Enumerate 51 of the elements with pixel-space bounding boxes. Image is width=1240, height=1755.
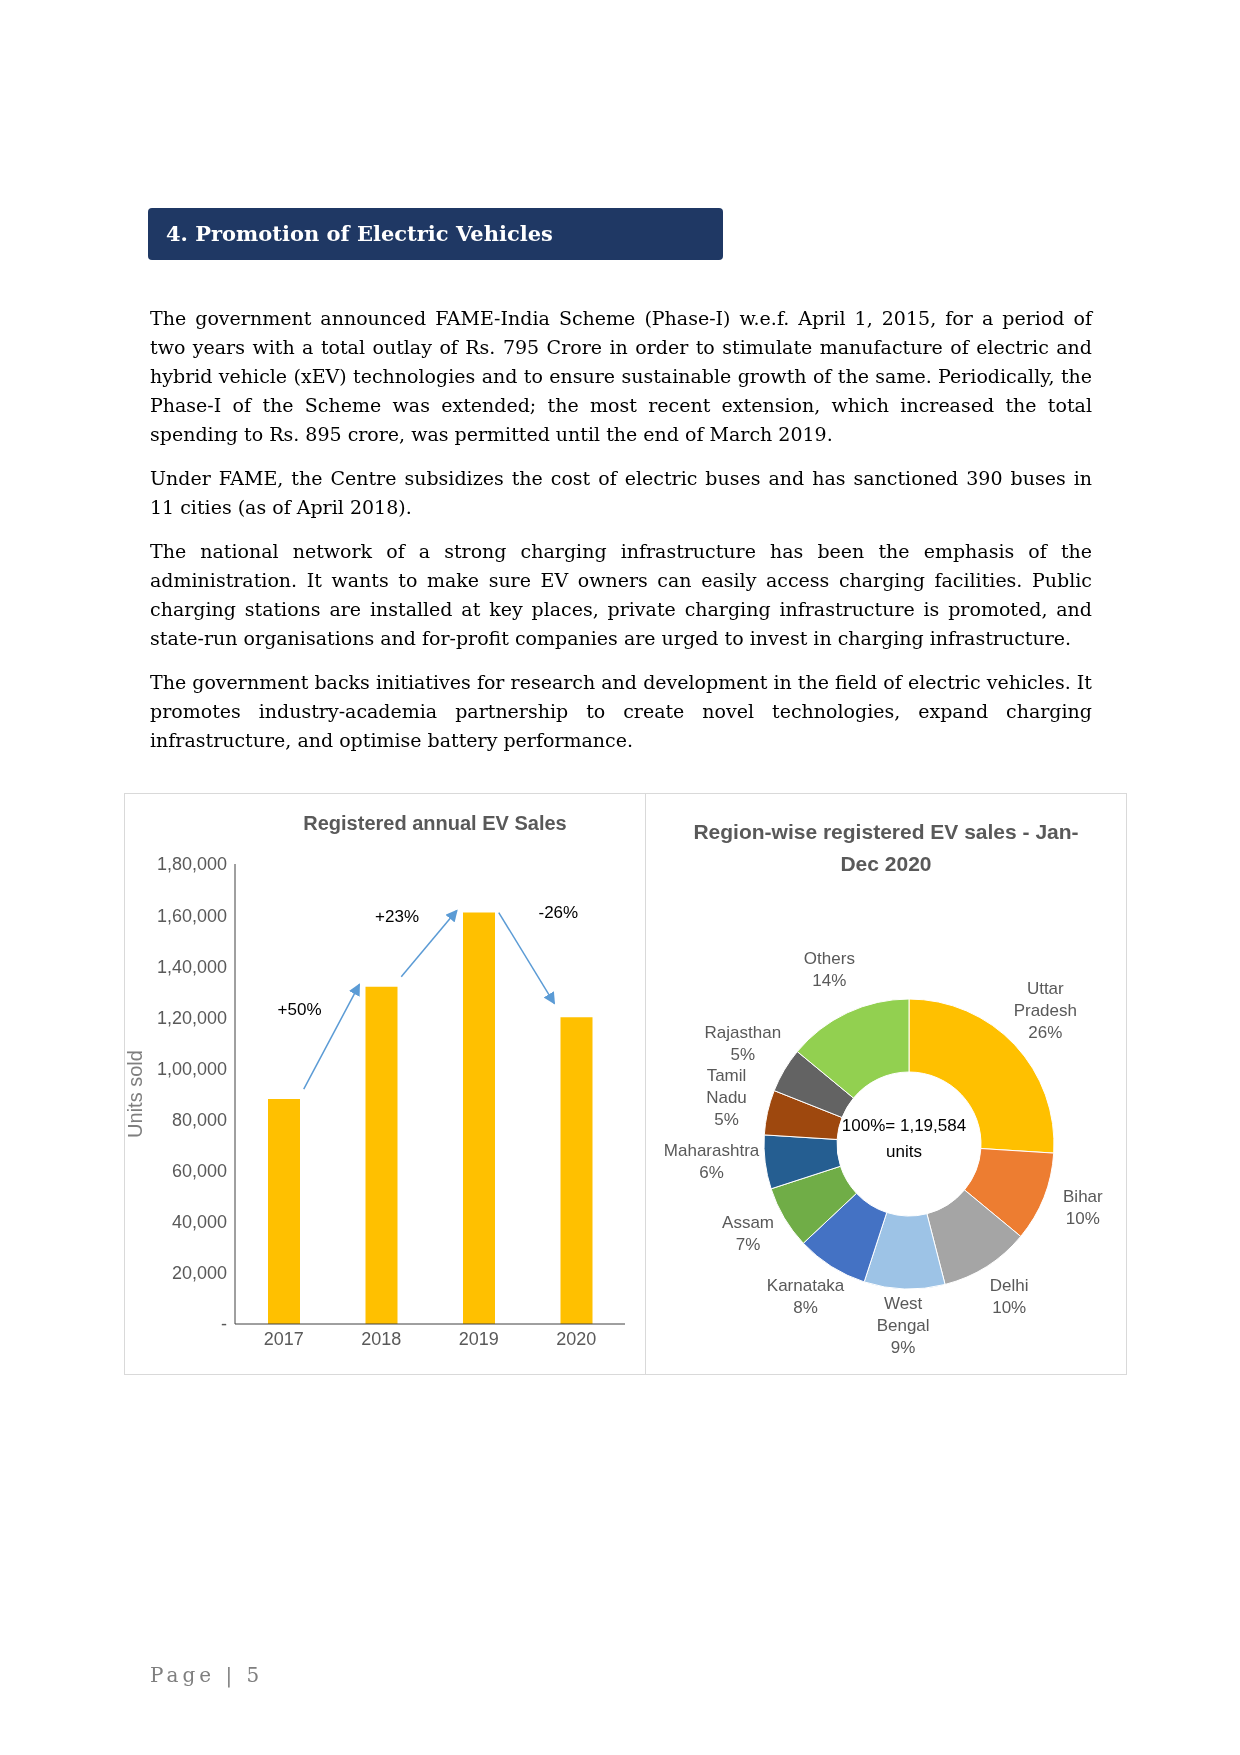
slice-label: Bihar [1063,1186,1104,1206]
slice-label: Rajasthan [704,1022,782,1042]
bar [463,912,495,1324]
slice-label: Uttar Pradesh [1013,978,1077,1020]
slice-label: West Bengal [876,1293,930,1335]
x-tick-label: 2017 [263,1328,304,1349]
annotation: -26% [538,902,579,922]
text: 4. Promotion of Electric Vehicles [148,208,723,260]
x-tick-label: 2019 [458,1328,499,1349]
y-tick-label: 1,80,000 [156,854,227,875]
data-label: 26% [1028,1022,1063,1042]
text: Under FAME, the Centre subsidizes the cost of electric buses and has sanctioned 390 buses in 11 cities (as of April 2018). [150,466,1092,520]
chart-title: Region-wise registered EV sales - Jan-Dec 2020 [692,819,1080,877]
chart-title: Registered annual EV Sales [302,812,568,835]
y-tick-label: 1,60,000 [156,905,227,926]
y-tick-label: - [221,1314,227,1335]
slice-label: Delhi [989,1275,1029,1295]
annotation: +23% [375,906,419,926]
bar [365,986,398,1324]
data-label: 10% [1065,1208,1100,1228]
y-tick-label: 80,000 [171,1109,227,1130]
y-tick-label: 1,00,000 [156,1058,227,1079]
y-tick-label: 60,000 [171,1161,227,1182]
data-label: 5% [730,1044,756,1064]
y-axis-title: Units sold [124,1050,147,1138]
data-label: 14% [812,970,847,990]
data-label: 5% [714,1110,739,1130]
text: The national network of a strong charging infrastructure has been the emphasis of the administration. It wants to make sure EV owners can easily access charging facilities. Public charging stations are installed at key places, private charging infrastructure is promoted, and state-run organisations and for-profit companies are urged to invest in charging infrastructure. [150,539,1092,651]
slice-label: Maharashtra [663,1141,760,1161]
slice-label: Karnataka [766,1275,845,1295]
x-tick-label: 2020 [556,1328,597,1349]
slice-label: Others [803,948,855,968]
y-tick-label: 1,20,000 [156,1007,227,1028]
text: Page | 5 [150,1663,264,1687]
bar [560,1017,593,1324]
text: The government announced FAME-India Scheme (Phase-I) w.e.f. April 1, 2015, for a period of two years with a total outlay of Rs. 795 Crore in order to stimulate manufacture of electric and hybrid vehicle (xEV) technologies and to ensure sustainable growth of the same. Periodically, the Phase-I of the Scheme was extended; the most recent extension, which increased the total spending to Rs. 895 crore, was permitted until the end of March 2019. [150,306,1092,447]
data-label: 8% [793,1297,818,1317]
bar [268,1099,300,1324]
y-tick-label: 20,000 [171,1263,227,1284]
y-tick-label: 40,000 [171,1212,227,1233]
text: 100%= 1,19,584 units [840,1115,968,1163]
data-label: 9% [890,1337,916,1357]
data-label: 7% [735,1235,761,1255]
slice-label: Assam [722,1213,775,1233]
x-tick-label: 2018 [361,1328,402,1349]
y-tick-label: 1,40,000 [156,956,227,977]
data-label: 10% [992,1297,1027,1317]
slice-label: Tamil Nadu [706,1066,747,1108]
data-label: 6% [699,1163,724,1183]
text: The government backs initiatives for research and development in the field of electric vehicles. It promotes industry-academia partnership to create novel technologies, expand charging infrastructure, and optimise battery performance. [150,670,1092,753]
annotation: +50% [277,999,322,1019]
